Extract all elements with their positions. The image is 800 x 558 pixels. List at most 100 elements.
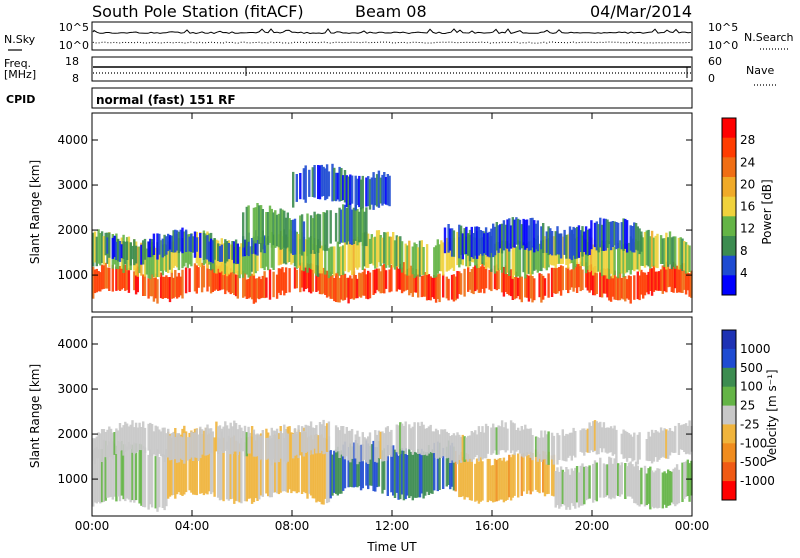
data-cell <box>115 241 118 260</box>
data-cell <box>458 434 461 460</box>
data-cell <box>545 454 548 495</box>
data-cell <box>667 264 670 288</box>
data-cell <box>409 428 413 450</box>
data-cell <box>415 244 418 277</box>
data-cell <box>200 434 204 494</box>
data-cell <box>243 273 247 297</box>
data-cell <box>358 175 361 208</box>
data-cell <box>261 430 264 497</box>
data-cell <box>188 432 191 491</box>
data-cell <box>136 266 139 293</box>
data-cell <box>593 460 597 500</box>
data-cell <box>672 431 675 453</box>
data-cell <box>234 440 238 501</box>
data-cell <box>229 244 232 273</box>
data-cell <box>536 437 539 462</box>
data-cell <box>345 207 348 245</box>
colorbar-tick-label: 8 <box>740 244 748 258</box>
power-y-axis-label: Slant Range [km] <box>28 160 42 264</box>
data-cell <box>283 210 286 248</box>
data-cell <box>272 212 275 246</box>
data-cell <box>340 426 343 455</box>
data-cell <box>313 428 316 449</box>
data-cell <box>508 243 511 276</box>
data-cell <box>445 431 448 459</box>
data-cell <box>350 242 354 275</box>
data-cell <box>202 430 206 496</box>
data-cell <box>472 233 475 259</box>
data-cell <box>642 237 645 266</box>
data-cell <box>418 452 422 498</box>
data-cell <box>150 453 154 508</box>
x-axis-label: Time UT <box>366 540 417 554</box>
data-cell <box>556 226 559 255</box>
data-cell <box>525 219 529 249</box>
data-cell <box>631 226 634 253</box>
data-cell <box>172 431 175 495</box>
data-cell <box>367 270 370 300</box>
data-cell <box>595 462 598 502</box>
data-cell <box>215 265 218 290</box>
data-cell <box>179 276 182 296</box>
data-cell <box>245 437 248 502</box>
data-cell <box>404 243 407 275</box>
data-band <box>92 419 693 466</box>
data-cell <box>256 435 259 501</box>
data-cell <box>161 276 164 299</box>
data-cell <box>309 421 313 451</box>
data-cell <box>545 238 548 271</box>
data-cell <box>493 243 497 274</box>
data-cell <box>367 436 370 464</box>
data-cell <box>549 228 552 255</box>
data-cell <box>275 428 279 494</box>
data-cell <box>665 429 668 459</box>
data-cell <box>258 436 261 461</box>
colorbar-segment <box>722 255 736 276</box>
data-cell <box>400 267 404 294</box>
colorbar-segment <box>722 275 736 296</box>
data-cell <box>517 218 520 245</box>
data-cell <box>399 236 402 270</box>
data-cell <box>511 217 514 248</box>
data-cell <box>288 218 291 252</box>
data-cell <box>259 237 263 253</box>
data-cell <box>529 271 532 299</box>
data-cell <box>636 241 639 270</box>
data-cell <box>250 436 254 504</box>
y-tick-label: 2000 <box>57 427 88 441</box>
data-cell <box>447 241 450 271</box>
data-cell <box>390 429 393 457</box>
data-cell <box>133 271 136 291</box>
data-cell <box>583 238 586 267</box>
data-cell <box>236 441 239 502</box>
data-cell <box>120 244 123 259</box>
data-cell <box>133 239 136 266</box>
data-cell <box>142 421 145 449</box>
data-cell <box>467 267 470 292</box>
data-cell <box>408 268 411 296</box>
data-cell <box>513 277 516 300</box>
data-cell <box>483 432 486 459</box>
data-cell <box>161 238 164 258</box>
data-cell <box>338 166 341 202</box>
data-cell <box>661 265 664 294</box>
data-cell <box>354 205 357 241</box>
data-cell <box>279 208 282 250</box>
data-cell <box>300 432 304 494</box>
data-cell <box>134 245 138 264</box>
data-cell <box>208 269 211 287</box>
data-cell <box>352 442 356 488</box>
data-cell <box>479 432 482 457</box>
data-cell <box>149 422 152 457</box>
data-cell <box>629 276 632 304</box>
data-cell <box>611 275 614 297</box>
colorbar-tick-label: 24 <box>740 155 755 169</box>
colorbar-segment <box>722 424 736 444</box>
data-band <box>443 217 643 262</box>
data-cell <box>242 270 245 298</box>
data-cell <box>120 427 123 451</box>
data-cell <box>618 272 622 301</box>
data-cell <box>204 427 207 494</box>
data-cell <box>597 224 600 253</box>
data-cell <box>534 436 538 457</box>
